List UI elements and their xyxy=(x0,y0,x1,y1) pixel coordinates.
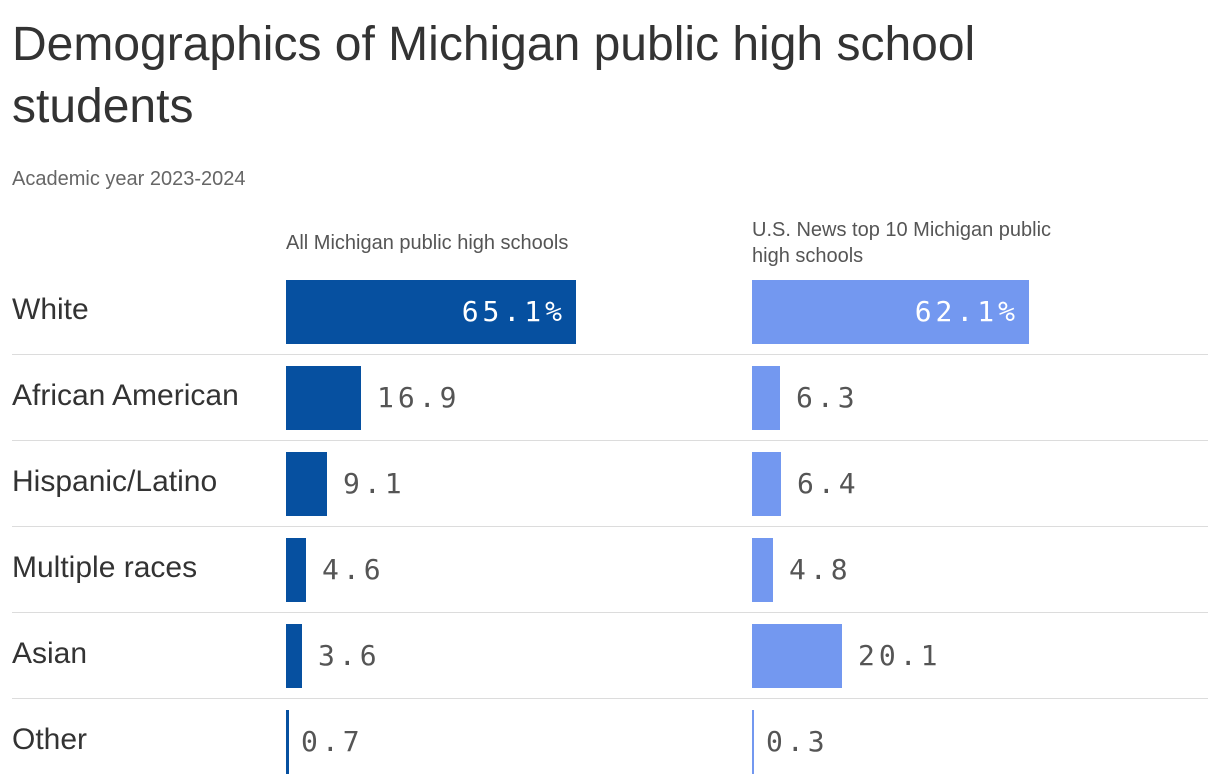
row-divider xyxy=(12,440,1208,441)
row-divider xyxy=(12,354,1208,355)
category-label: Hispanic/Latino xyxy=(12,465,218,498)
bar xyxy=(286,280,576,344)
data-label: 6.3 xyxy=(796,381,859,414)
data-label: 0.7 xyxy=(301,725,364,758)
data-label: 65.1% xyxy=(461,295,566,328)
data-label: 4.6 xyxy=(322,553,385,586)
category-label: Other xyxy=(12,723,88,756)
data-label: 3.6 xyxy=(318,639,381,672)
data-label: 6.4 xyxy=(797,467,860,500)
data-label: 4.8 xyxy=(789,553,852,586)
series-header-all-schools: All Michigan public high schools xyxy=(286,232,569,254)
row-divider xyxy=(12,612,1208,613)
data-label: 20.1 xyxy=(858,639,942,672)
data-label: 62.1% xyxy=(914,295,1019,328)
bar xyxy=(286,710,289,774)
series-header-top-10-schools: U.S. News top 10 Michigan public high sc… xyxy=(752,219,1052,267)
data-label: 16.9 xyxy=(377,381,461,414)
chart-title: Demographics of Michigan public high sch… xyxy=(12,18,976,133)
bar xyxy=(752,710,754,774)
bar xyxy=(286,366,361,430)
bar xyxy=(752,280,1029,344)
bar xyxy=(286,538,306,602)
category-label: African American xyxy=(12,379,239,412)
category-label: Multiple races xyxy=(12,551,198,584)
category-label: White xyxy=(12,293,89,326)
data-label: 9.1 xyxy=(343,467,406,500)
bar xyxy=(286,624,302,688)
chart-subtitle: Academic year 2023-2024 xyxy=(12,168,246,190)
row-divider xyxy=(12,526,1208,527)
bar xyxy=(752,366,780,430)
category-label: Asian xyxy=(12,637,88,670)
data-label: 0.3 xyxy=(766,725,829,758)
bar xyxy=(752,624,842,688)
bar xyxy=(752,538,773,602)
row-divider xyxy=(12,698,1208,699)
bar xyxy=(286,452,327,516)
bar xyxy=(752,452,781,516)
